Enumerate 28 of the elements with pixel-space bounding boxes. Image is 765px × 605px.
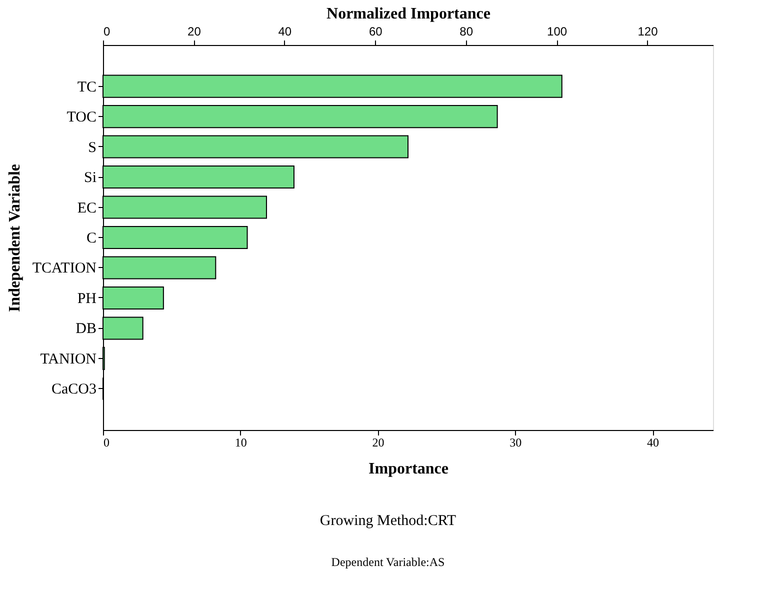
y-tick-label: CaCO3	[52, 382, 96, 398]
y-tick-label: TANION	[40, 351, 97, 368]
x2-tick-label: 120	[638, 24, 658, 38]
x2-tick-label: 80	[460, 24, 474, 38]
x2-tick-label: 40	[278, 24, 292, 38]
x-tick-label: 40	[647, 436, 660, 450]
y-tick-label: DB	[76, 321, 96, 338]
x-tick-label: 20	[372, 436, 384, 450]
x-tick-label: 10	[234, 436, 247, 450]
x2-tick-label: 20	[188, 24, 202, 38]
y-axis-title: Independent Variable	[6, 164, 24, 312]
x2-tick-label: 100	[547, 24, 568, 38]
y-tick-label: Si	[84, 170, 96, 186]
x-tick-label: 30	[510, 436, 522, 450]
y-tick-label: S	[88, 140, 96, 156]
x-tick-label: 0	[104, 436, 110, 450]
x2-tick-label: 60	[368, 24, 383, 38]
y-tick-label: PH	[77, 290, 97, 307]
text: Growing Method:CRT	[320, 513, 456, 529]
x2-axis-title: Normalized Importance	[326, 6, 490, 22]
y-tick-label: TOC	[66, 110, 96, 126]
y-tick-label: TCATION	[32, 260, 97, 277]
x-axis-title: Importance	[368, 460, 448, 478]
text: Dependent Variable:AS	[331, 555, 445, 569]
x2-tick-label: 0	[104, 24, 110, 38]
y-tick-label: C	[86, 230, 96, 246]
y-tick-label: EC	[77, 200, 96, 216]
y-tick-label: TC	[77, 79, 96, 96]
